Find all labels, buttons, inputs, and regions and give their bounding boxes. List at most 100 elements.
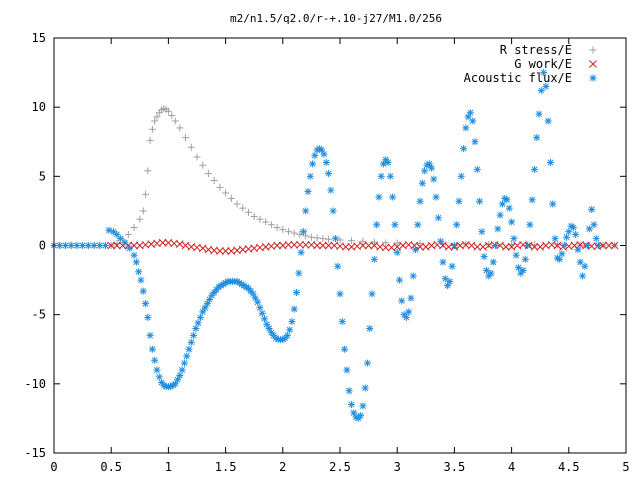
data-point [144,167,152,175]
data-point [389,193,397,201]
data-point [507,243,516,251]
data-point [283,331,291,339]
data-point [412,246,420,254]
plot-frame [53,37,627,454]
data-point [368,290,376,298]
data-point [364,241,373,250]
data-point [347,237,355,245]
y-tick-label: -10 [24,377,46,391]
x-tick-label: 1 [165,460,172,474]
data-point [393,248,401,256]
data-point [135,268,143,276]
data-point [233,200,241,208]
data-point [273,224,281,232]
data-point [370,241,379,250]
data-point [370,255,378,263]
data-point [530,165,538,173]
data-point [595,242,603,249]
data-point [359,237,367,245]
data-point [359,402,367,410]
data-point [176,124,184,132]
data-point [178,366,186,374]
data-point [176,372,184,380]
data-point [473,165,481,173]
data-point [198,244,207,253]
data-point [469,117,477,125]
data-point [196,313,204,321]
data-point [250,212,258,220]
data-point [327,186,335,194]
data-point [457,172,465,180]
data-point [448,262,456,270]
data-point [296,240,304,249]
data-point [373,221,381,229]
data-point [222,189,230,197]
data-point [113,241,121,250]
data-point [592,235,600,243]
data-point [148,345,156,353]
data-point [307,233,315,241]
y-axis: 15 10 5 0 -5 -10 -15 [24,31,626,460]
data-point [341,243,350,251]
data-point [216,183,224,191]
data-point [216,247,224,255]
data-point [324,241,333,250]
data-point [293,289,301,297]
data-point [444,243,453,251]
data-point [430,175,438,183]
data-point [126,244,134,252]
x-tick-label: 0.5 [100,460,122,474]
data-point [572,230,580,238]
data-point [130,224,138,232]
data-point [144,313,152,321]
data-point [304,188,312,196]
data-point [492,242,500,249]
legend-marker [589,74,597,82]
data-point [171,117,179,125]
y-tick-label: -15 [24,446,46,460]
data-point [530,243,539,251]
data-point [432,193,440,201]
series-1 [107,238,619,255]
data-point [444,282,452,290]
data-point [130,251,138,259]
data-point [158,238,167,247]
x-tick-label: 1.5 [215,460,237,474]
data-point [482,266,490,274]
data-point [375,193,383,201]
data-point [579,272,587,280]
data-point [502,243,510,251]
data-point [558,250,566,258]
data-point [288,318,296,326]
data-point [311,152,319,160]
data-point [146,331,154,339]
data-point [273,241,281,250]
y-tick-label: -5 [32,308,46,322]
data-point [466,109,474,117]
data-point [181,241,190,250]
data-point [366,325,374,332]
legend-marker [589,46,597,54]
data-point [382,239,390,247]
data-point [526,221,534,229]
data-point [325,235,333,243]
data-point [306,172,314,180]
data-point [407,294,415,302]
data-point [439,258,447,266]
data-point [254,298,262,306]
data-point [455,197,463,205]
data-point [290,240,299,249]
data-point [533,134,541,142]
data-point [428,164,436,172]
data-point [153,113,161,121]
data-point [151,117,159,125]
data-point [325,170,333,178]
data-point [331,235,339,243]
data-point [446,277,454,285]
data-point [551,235,559,243]
data-point [341,345,349,353]
data-point [336,236,344,244]
data-point [359,241,367,250]
data-point [256,304,264,312]
